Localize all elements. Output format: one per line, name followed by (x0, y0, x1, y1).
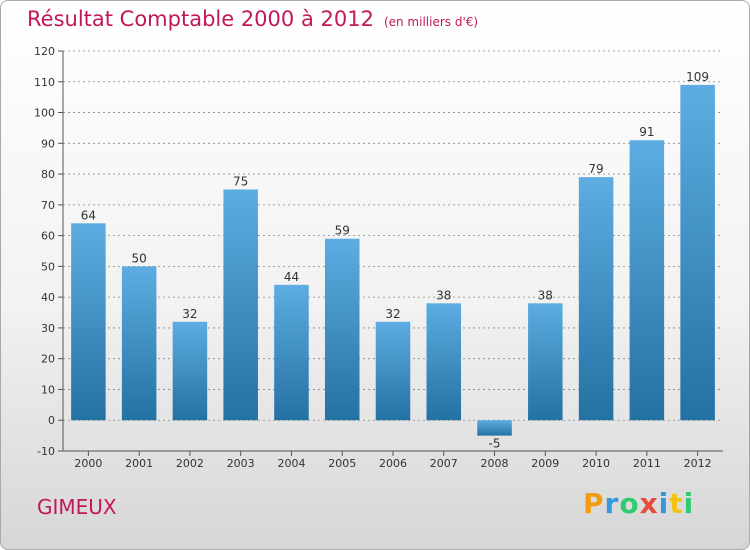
y-tick-label: 50 (41, 260, 55, 273)
chart-title-text: Résultat Comptable 2000 à 2012 (27, 7, 374, 31)
x-tick-label: 2000 (74, 457, 102, 470)
data-label: 32 (182, 307, 197, 321)
chart-title: Résultat Comptable 2000 à 2012 (en millie… (27, 7, 478, 31)
bar-2005 (324, 238, 360, 421)
y-tick-label: 70 (41, 199, 55, 212)
bar-2012 (680, 84, 715, 421)
y-tick-label: 40 (41, 291, 55, 304)
x-tick-label: 2011 (633, 457, 661, 470)
bar-2003 (223, 189, 258, 421)
logo-letter: P (583, 487, 605, 520)
x-tick-label: 2006 (379, 457, 407, 470)
axes (58, 50, 723, 456)
y-tick-label: 120 (34, 45, 55, 58)
bar-2004 (274, 284, 309, 421)
logo-letter: i (683, 487, 695, 520)
logo-letter: t (669, 487, 684, 520)
labels: -10 0 10 20 30 40 50 60 70 80 90 100 110 120 2000 64 200… (34, 45, 712, 470)
y-tick-label: -10 (37, 445, 55, 458)
bar-2001 (121, 266, 157, 421)
bar-2002 (172, 321, 208, 421)
logo-letter: r (604, 487, 620, 520)
y-tick-label: 20 (41, 353, 55, 366)
data-label: 50 (132, 251, 147, 265)
logo-letter: x (639, 487, 659, 520)
x-tick-label: 2001 (125, 457, 153, 470)
data-label: 75 (233, 174, 248, 188)
commune-name: GIMEUX (37, 495, 117, 519)
y-tick-label: 60 (41, 230, 55, 243)
bar-2010 (578, 177, 614, 421)
logo-letter: i (658, 487, 670, 520)
data-label: 32 (385, 307, 400, 321)
x-tick-label: 2002 (176, 457, 204, 470)
x-tick-label: 2009 (531, 457, 559, 470)
x-tick-label: 2005 (328, 457, 356, 470)
x-tick-label: 2010 (582, 457, 610, 470)
bar-2007 (426, 303, 462, 421)
x-tick-label: 2007 (430, 457, 458, 470)
y-tick-label: 30 (41, 322, 55, 335)
bar-2011 (629, 140, 665, 421)
data-label: 59 (335, 224, 350, 238)
data-label: 38 (538, 288, 553, 302)
x-tick-label: 2012 (684, 457, 712, 470)
data-label: 64 (81, 208, 96, 222)
x-tick-label: 2003 (227, 457, 255, 470)
y-tick-label: 80 (41, 168, 55, 181)
data-label: 44 (284, 270, 299, 284)
data-label: -5 (489, 437, 501, 451)
x-tick-label: 2008 (481, 457, 509, 470)
y-tick-label: 10 (41, 383, 55, 396)
bars (71, 84, 715, 436)
data-label: 109 (686, 70, 709, 84)
y-tick-label: 110 (34, 76, 55, 89)
data-label: 91 (639, 125, 654, 139)
bar-2008 (477, 420, 512, 436)
logo-letter: o (619, 487, 640, 520)
data-label: 79 (588, 162, 603, 176)
y-tick-label: 90 (41, 137, 55, 150)
bar-2009 (528, 303, 563, 421)
chart-unit: (en milliers d'€) (383, 15, 479, 29)
bar-2006 (375, 321, 411, 421)
y-tick-label: 100 (34, 107, 55, 120)
x-tick-label: 2004 (277, 457, 305, 470)
y-tick-label: 0 (48, 414, 55, 427)
proxiti-logo[interactable]: Proxiti (583, 487, 694, 520)
bar-2000 (71, 223, 106, 421)
data-label: 38 (436, 288, 451, 302)
